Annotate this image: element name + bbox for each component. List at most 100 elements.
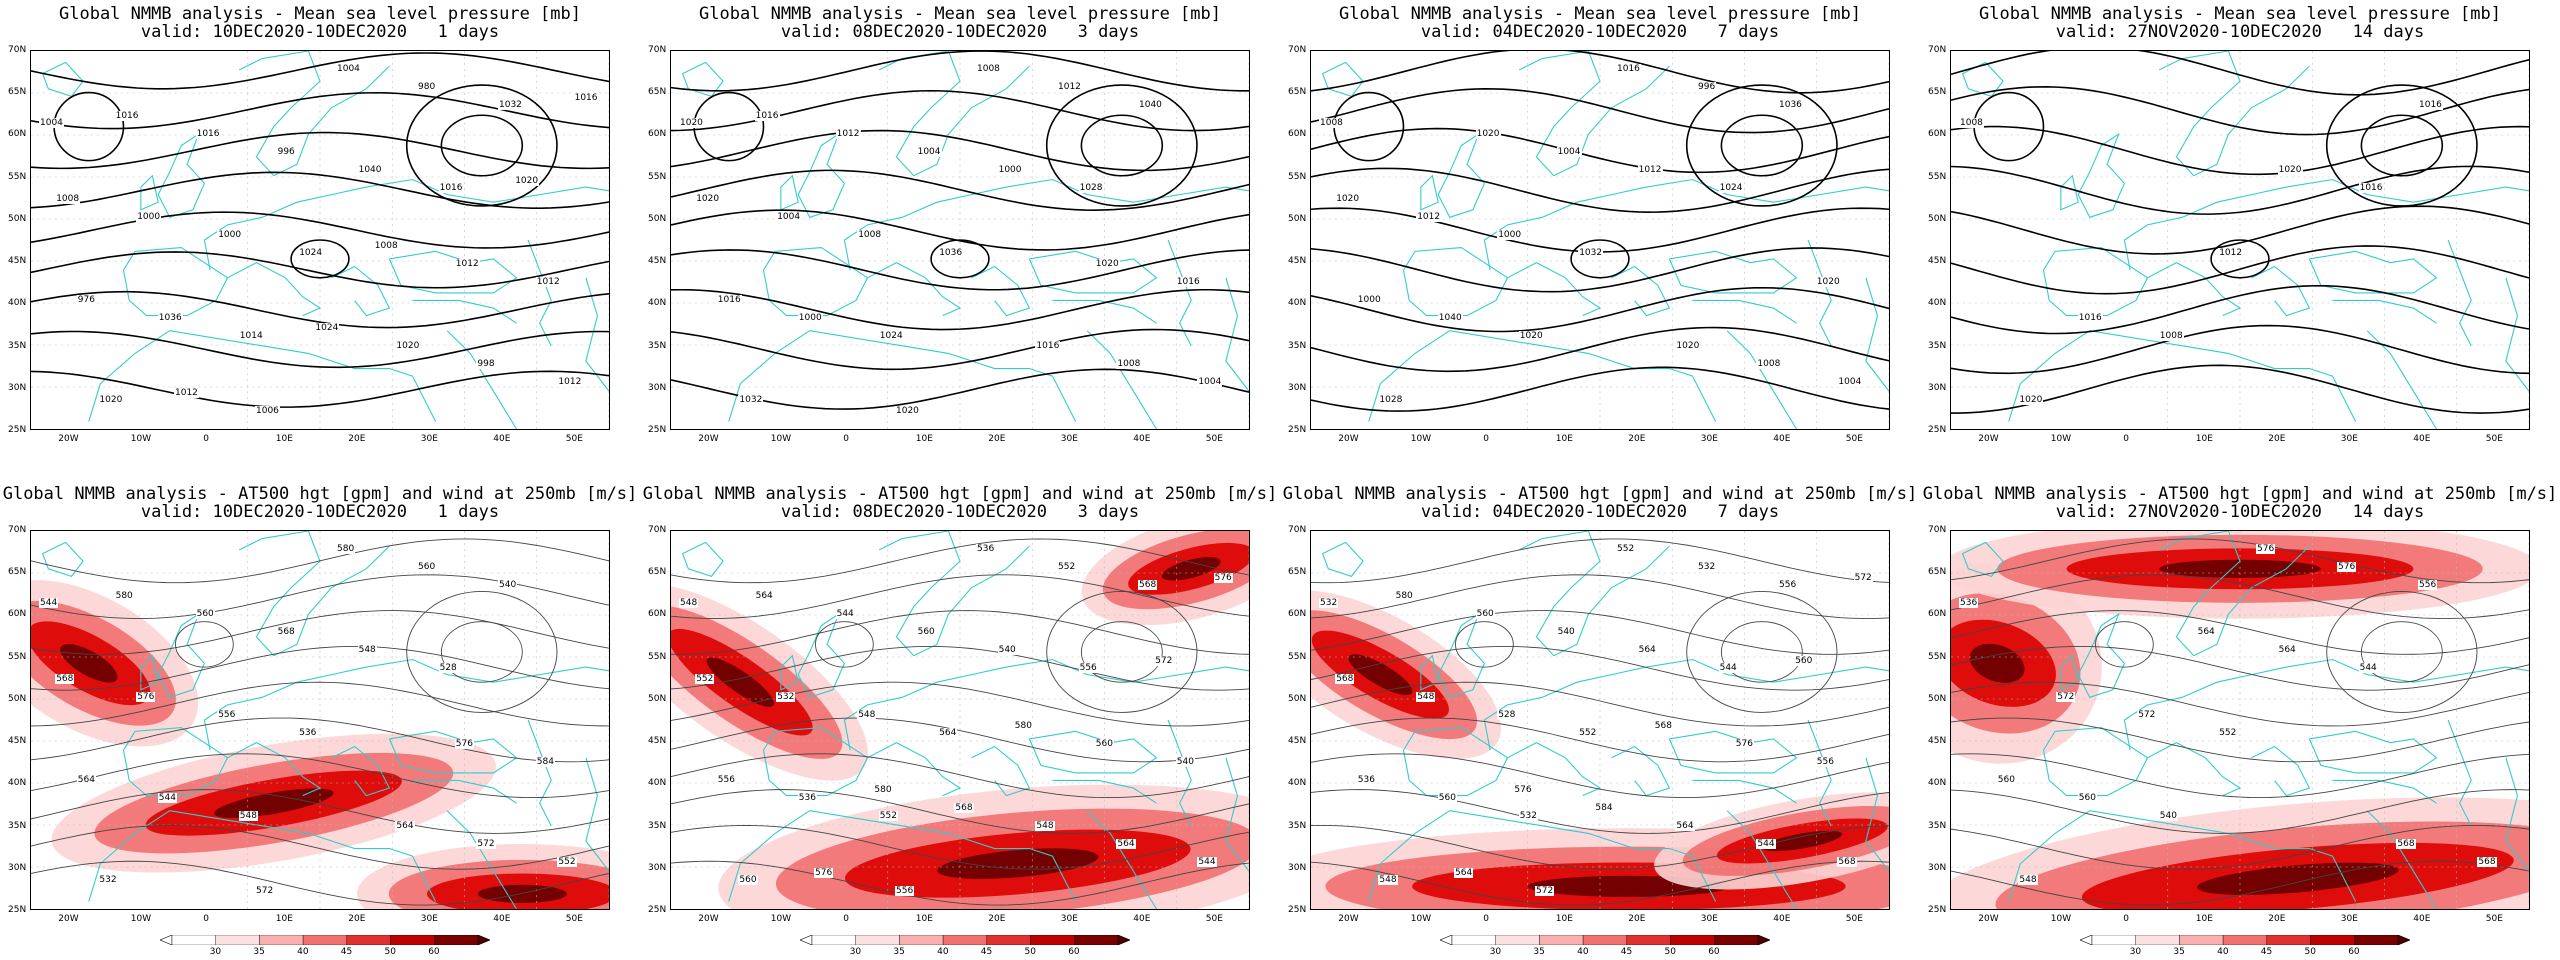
contour-label: 1016 bbox=[438, 183, 464, 193]
contour-label: 560 bbox=[738, 875, 758, 886]
contour-label: 568 bbox=[2396, 839, 2416, 850]
latitude-tick: 40N bbox=[648, 298, 667, 309]
colorbar-segment bbox=[1714, 935, 1759, 945]
contour-label: 1012 bbox=[454, 258, 480, 269]
isoline bbox=[1951, 538, 2529, 584]
longitude-tick: 10W bbox=[770, 434, 792, 444]
contour-label: 548 bbox=[679, 598, 699, 609]
closed-isoline bbox=[1686, 591, 1838, 713]
wind-speed-area bbox=[477, 884, 567, 903]
latitude-tick: 35N bbox=[1928, 820, 1947, 831]
coastline bbox=[2447, 719, 2472, 827]
contour-label: 1008 bbox=[55, 193, 81, 204]
coastline bbox=[2505, 277, 2529, 392]
map-area: 536 540 544 548 552 556 560 564 568 572 576 560 564 5… bbox=[1950, 530, 2530, 910]
isoline bbox=[1311, 753, 1889, 799]
map-area: 1004 1014 1016 1020 1024 1032 1036 1040 1012 1000… bbox=[30, 50, 610, 430]
contour-label: 560 bbox=[1996, 774, 2016, 785]
map-area: 548 552 556 560 564 568 536 540 544 548 552 556 560 5… bbox=[670, 530, 1250, 910]
contour-label: 1016 bbox=[754, 111, 780, 121]
isoline bbox=[1951, 165, 2529, 215]
contour-label: 560 bbox=[2077, 792, 2097, 803]
map-area: 1020 1024 1028 1032 1036 1040 1000 1000 1004 1008… bbox=[670, 50, 1250, 430]
closed-isoline bbox=[1720, 114, 1804, 177]
latitude-tick: 30N bbox=[648, 382, 667, 393]
latitude-tick: 40N bbox=[1928, 298, 1947, 309]
longitude-tick: 30E bbox=[420, 914, 438, 924]
coastline bbox=[728, 330, 1077, 422]
contour-label: 576 bbox=[454, 738, 474, 749]
isoline bbox=[671, 169, 1249, 211]
longitude-tick: 10E bbox=[2195, 434, 2213, 444]
isoline bbox=[1951, 717, 2529, 763]
longitude-tick: 10E bbox=[275, 914, 293, 924]
latitude-tick: 45N bbox=[648, 256, 667, 267]
latitude-tick: 40N bbox=[1288, 298, 1307, 309]
coastline bbox=[1668, 250, 1798, 294]
contour-label: 564 bbox=[1637, 645, 1657, 655]
colorbar-tick: 40 bbox=[1577, 947, 1589, 957]
closed-isoline bbox=[1720, 621, 1803, 683]
colorbar-segment bbox=[434, 935, 479, 945]
latitude-tick: 50N bbox=[1928, 213, 1947, 224]
coastline bbox=[331, 745, 391, 797]
contour-label: 560 bbox=[417, 562, 437, 573]
coastline bbox=[585, 757, 609, 872]
colorbar-segment bbox=[2354, 935, 2399, 945]
closed-isoline bbox=[2095, 621, 2154, 668]
coastline bbox=[227, 262, 322, 317]
contour-label: 1016 bbox=[573, 93, 599, 103]
colorbar-tick: 40 bbox=[2217, 947, 2229, 957]
coastline bbox=[1225, 757, 1249, 872]
contour-label: 1020 bbox=[2018, 395, 2044, 406]
contour-label: 1000 bbox=[136, 211, 162, 222]
coastline bbox=[41, 61, 84, 98]
colorbar-tick: 30 bbox=[209, 947, 222, 957]
coastline bbox=[331, 265, 391, 317]
contour-label: 552 bbox=[2218, 727, 2238, 738]
coastline bbox=[122, 726, 229, 797]
coastline bbox=[527, 239, 552, 347]
panel-valid-period: valid: 27NOV2020-10DEC2020 14 days bbox=[2055, 22, 2425, 42]
coastline bbox=[140, 174, 159, 211]
colorbar-tick: 40 bbox=[937, 947, 949, 957]
isoline bbox=[31, 131, 609, 170]
latitude-tick: 25N bbox=[1288, 905, 1307, 915]
colorbar-arrow-low bbox=[800, 935, 813, 945]
coastline bbox=[2008, 330, 2357, 422]
contour-label: 576 bbox=[1734, 738, 1754, 749]
isoline bbox=[1951, 574, 2529, 619]
isoline bbox=[1311, 717, 1889, 763]
longitude-tick: 0 bbox=[1483, 914, 1489, 924]
colorbar-segment bbox=[215, 935, 260, 945]
isoline bbox=[31, 610, 609, 655]
latitude-tick: 35N bbox=[648, 340, 667, 351]
isoline bbox=[671, 249, 1249, 291]
isoline bbox=[1311, 247, 1889, 293]
coastline bbox=[140, 654, 159, 691]
isoline bbox=[1951, 284, 2529, 335]
contour-label: 1016 bbox=[1175, 276, 1201, 287]
contour-label: 976 bbox=[76, 294, 96, 305]
latitude-tick: 70N bbox=[648, 525, 667, 535]
longitude-tick: 10E bbox=[915, 914, 933, 924]
colorbar-tick: 45 bbox=[2260, 947, 2273, 957]
colorbar-segment bbox=[2266, 935, 2311, 945]
wind-speed-area bbox=[937, 848, 1099, 879]
contour-label: 556 bbox=[895, 886, 915, 897]
latitude-tick: 60N bbox=[648, 129, 667, 140]
latitude-tick: 55N bbox=[1928, 171, 1947, 182]
longitude-tick: 20E bbox=[348, 914, 366, 924]
panel-valid-period: valid: 10DEC2020-10DEC2020 1 days bbox=[140, 22, 500, 42]
longitude-tick: 50E bbox=[1845, 914, 1863, 924]
latitude-tick: 35N bbox=[1288, 820, 1307, 831]
isoline bbox=[1311, 789, 1889, 834]
contour-label: 544 bbox=[1718, 663, 1738, 673]
coastline bbox=[2251, 265, 2311, 317]
isoline bbox=[1951, 610, 2529, 655]
contour-label: 1016 bbox=[114, 111, 140, 121]
closed-isoline bbox=[2360, 621, 2443, 683]
contour-label: 1028 bbox=[1378, 395, 1404, 406]
isoline bbox=[1311, 51, 1889, 94]
colorbar-segment bbox=[1582, 935, 1628, 945]
